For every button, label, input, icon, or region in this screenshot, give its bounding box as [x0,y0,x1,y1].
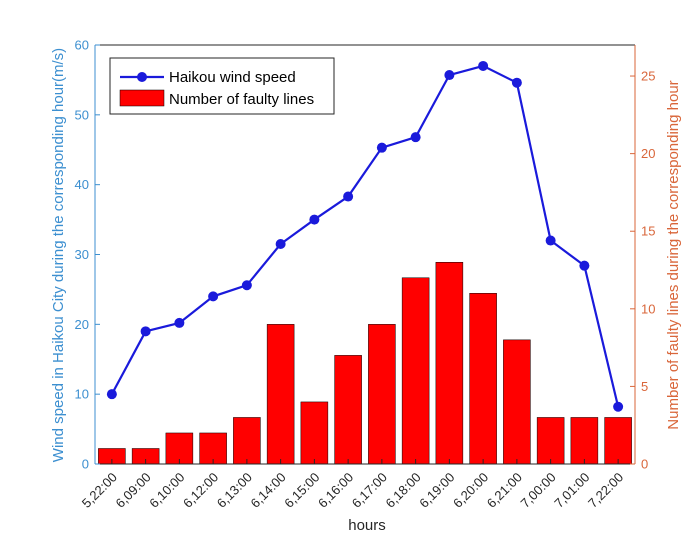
y-left-tick-label: 20 [75,317,89,332]
y-right-tick-label: 10 [641,301,655,316]
x-tick-label: 6,13:00 [214,470,255,511]
wind-speed-point [444,70,455,81]
wind-speed-point [478,60,489,71]
wind-speed-point [309,214,320,225]
y-left-tick-label: 10 [75,387,89,402]
wind-speed-point [511,77,522,88]
bar [536,417,565,465]
x-tick-label: 6,09:00 [112,470,153,511]
y-left-tick-label: 50 [75,107,89,122]
bar [570,417,599,465]
y-right-tick-label: 25 [641,69,655,84]
wind-speed-point [376,142,387,153]
bars-layer [98,262,632,465]
y-left-tick-label: 30 [75,247,89,262]
wind-speed-point [140,326,151,337]
x-tick-label: 6,10:00 [146,470,187,511]
legend-line-marker [137,72,147,82]
y-right-tick-label: 20 [641,146,655,161]
x-tick-label: 6,17:00 [349,470,390,511]
y-axis-left: 0 10 20 30 40 50 60 [75,38,100,472]
x-tick-label: 6,14:00 [247,470,288,511]
bar [604,417,632,465]
y-left-tick-label: 0 [82,457,89,472]
wind-speed-point [174,317,185,328]
y-axis-right-title: Number of faulty lines during the corres… [665,80,682,429]
wind-speed-point [106,389,117,400]
bar [199,432,227,465]
wind-speed-point [343,191,354,202]
x-tick-label: 6,19:00 [416,470,457,511]
y-right-tick-label: 5 [641,379,648,394]
y-axis-left-title: Wind speed in Haikou City during the cor… [50,48,67,462]
legend-label-bar: Number of faulty lines [169,91,314,108]
wind-speed-point [545,235,556,246]
bar [435,262,464,465]
y-left-tick-label: 40 [75,177,89,192]
y-left-tick-label: 60 [75,38,89,53]
bar [503,339,531,465]
wind-speed-point [241,280,252,291]
x-tick-label: 7,22:00 [585,470,626,511]
bar [266,324,295,465]
y-right-tick-label: 15 [641,224,655,239]
legend-label-line: Haikou wind speed [169,69,296,86]
x-tick-label: 6,15:00 [281,470,322,511]
legend: Haikou wind speed Number of faulty lines [109,57,335,115]
x-axis-title: hours [348,517,386,534]
bar [469,293,497,465]
wind-speed-point [275,239,286,250]
x-tick-label: 6,12:00 [180,470,221,511]
bar [233,417,261,465]
bar [300,401,329,465]
x-tick-label: 6,21:00 [484,470,525,511]
x-tick-label: 6,16:00 [315,470,356,511]
x-axis: 5,22:006,09:006,10:006,12:006,13:006,14:… [79,459,626,511]
wind-speed-point [410,132,421,143]
y-axis-right: 0 5 10 15 20 25 [630,69,655,472]
x-tick-label: 5,22:00 [79,470,120,511]
wind-speed-point [208,291,219,302]
legend-bar-swatch [119,89,165,107]
wind-speed-point [613,401,624,412]
wind-speed-point [579,260,590,271]
bar [368,324,396,465]
y-right-tick-label: 0 [641,457,648,472]
x-tick-label: 7,00:00 [517,470,558,511]
bar [334,355,362,465]
x-tick-label: 6,20:00 [450,470,491,511]
x-tick-label: 7,01:00 [551,470,592,511]
x-tick-label: 6,18:00 [382,470,423,511]
bar [401,277,430,465]
wind-speed-line [110,64,620,407]
line-layer [106,60,624,412]
